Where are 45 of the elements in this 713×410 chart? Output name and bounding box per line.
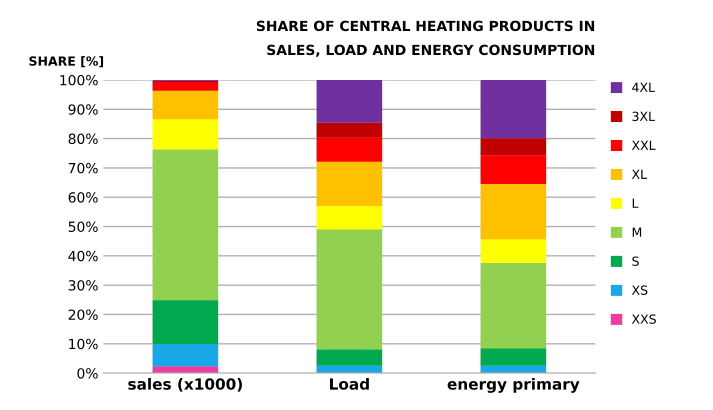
bar [152, 119, 218, 150]
bar [316, 229, 382, 350]
y-tick-label: 60% [68, 192, 98, 203]
legend-label: M [632, 228, 642, 237]
y-tick-label: 10% [69, 338, 98, 350]
bar [316, 162, 382, 206]
y-axis-title: SHARE [%] [29, 56, 104, 68]
bar [152, 82, 218, 91]
bar [480, 138, 546, 156]
bar [152, 90, 218, 120]
legend-label: S [632, 256, 639, 266]
bar [480, 262, 546, 348]
y-tick-label: 30% [68, 280, 98, 291]
bar [316, 349, 382, 366]
bar [316, 80, 382, 123]
bar [480, 184, 546, 240]
bar [480, 348, 546, 366]
y-tick-label: 20% [68, 309, 98, 320]
bar [316, 138, 382, 162]
legend-label: 3XL [632, 112, 655, 122]
bar [480, 155, 546, 184]
legend-label: XXS [632, 314, 656, 324]
y-tick-label: 70% [68, 162, 98, 174]
bar [316, 122, 382, 138]
bar [152, 344, 218, 366]
bar [152, 149, 218, 300]
legend-label: L [632, 198, 638, 208]
bar [152, 300, 218, 344]
y-tick-label: 0% [77, 368, 98, 379]
legend-label: XS [632, 285, 648, 295]
legend-label: 4XL [632, 82, 655, 92]
x-tick-label: sales (x1000) [128, 378, 242, 392]
y-tick-label: 100% [60, 74, 98, 86]
y-tick-label: 80% [68, 134, 98, 144]
y-tick-label: 90% [68, 104, 98, 115]
legend-label: XL [632, 170, 647, 179]
y-tick-label: 50% [68, 221, 98, 232]
bar [316, 206, 382, 230]
bar [480, 80, 546, 138]
chart-title: SHARE OF CENTRAL HEATING PRODUCTS IN SALES, LOAD AND ENERGY CONSUMPTION [256, 20, 594, 57]
x-tick-label: Load [330, 378, 369, 390]
bar [480, 239, 546, 263]
x-tick-label: energy primary [448, 378, 580, 393]
legend-label: XXL [632, 140, 656, 150]
y-tick-label: 40% [68, 250, 98, 262]
